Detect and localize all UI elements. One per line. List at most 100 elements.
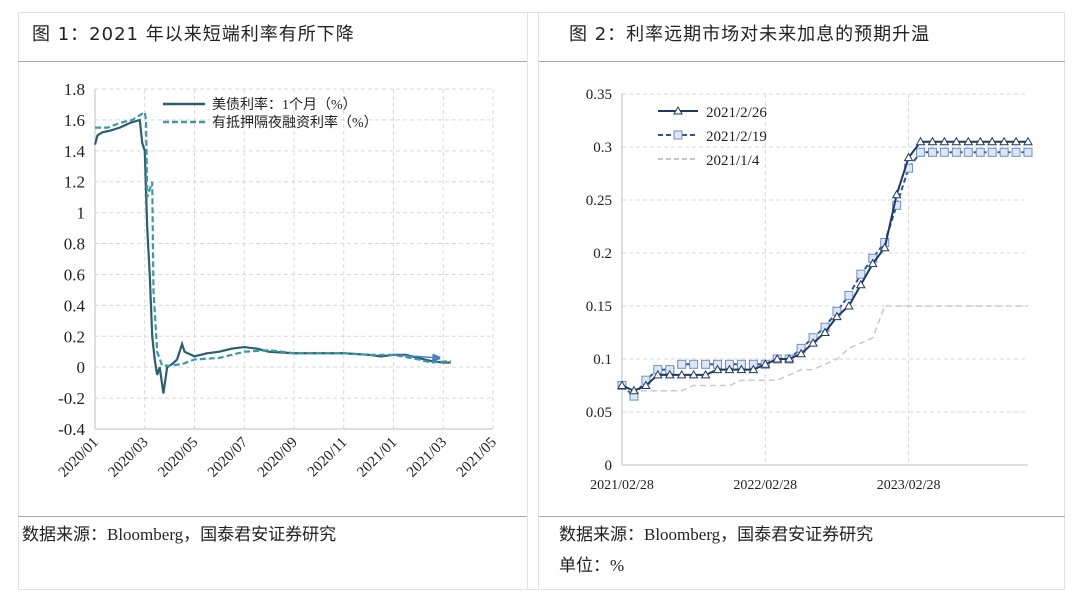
legend-marker: [673, 105, 683, 115]
legend-label: 2021/2/19: [706, 129, 767, 145]
data-point-marker: [844, 290, 854, 300]
data-point-marker: [927, 136, 938, 146]
data-point-marker: [916, 147, 926, 157]
figure-2-title: 图 2：利率远期市场对未来加息的预期升温: [539, 12, 1065, 62]
data-point-marker: [784, 353, 795, 363]
y-tick-label: 1.8: [64, 80, 85, 99]
data-point-marker: [688, 369, 699, 379]
y-tick-label: 0.1: [593, 352, 612, 368]
data-point-marker: [748, 364, 759, 374]
data-point-marker: [844, 300, 854, 310]
data-point-marker: [772, 353, 783, 363]
y-tick-label: 0.15: [586, 299, 612, 315]
legend-label: 2021/1/4: [706, 153, 760, 169]
y-tick-label: -0.2: [58, 389, 85, 408]
x-tick-label: 2021/05: [454, 435, 500, 481]
figure-1-source: 数据来源：Bloomberg，国泰君安证券研究: [22, 525, 337, 544]
figure-1-footer: 数据来源：Bloomberg，国泰君安证券研究: [18, 516, 527, 550]
figure-2-unit: 单位：%: [559, 556, 625, 575]
x-tick-label: 2020/03: [105, 435, 151, 481]
data-point-marker: [951, 147, 961, 157]
data-point-marker: [999, 136, 1009, 146]
legend-label: 2021/2/26: [706, 105, 767, 121]
y-tick-label: 0.2: [593, 246, 612, 262]
y-tick-label: 0: [605, 458, 613, 474]
y-tick-label: 0.35: [586, 87, 612, 103]
data-point-marker: [652, 369, 663, 379]
data-point-marker: [879, 242, 890, 252]
y-tick-label: 1: [77, 204, 86, 223]
legend-label: 有抵押隔夜融资利率（%）: [212, 114, 378, 131]
data-point-marker: [855, 279, 866, 289]
data-point-marker: [891, 189, 902, 199]
data-point-marker: [629, 385, 639, 395]
data-point-marker: [903, 152, 914, 162]
data-point-marker: [1023, 136, 1033, 146]
data-point-marker: [1023, 147, 1033, 157]
x-tick-label: 2023/02/28: [877, 478, 941, 493]
y-tick-label: 1.4: [64, 142, 86, 161]
data-point-marker: [736, 364, 747, 374]
data-point-marker: [987, 147, 997, 157]
data-point-marker: [677, 359, 687, 369]
y-tick-label: 0.25: [586, 193, 612, 209]
data-point-marker: [963, 147, 973, 157]
data-point-marker: [856, 269, 866, 279]
legend-label: 美债利率：1个月（%）: [212, 96, 357, 113]
data-point-marker: [712, 364, 723, 374]
y-tick-label: 1.6: [64, 111, 85, 130]
data-point-marker: [951, 136, 962, 146]
figure-frame: [18, 12, 1065, 590]
data-point-marker: [975, 136, 986, 146]
data-point-marker: [820, 327, 830, 336]
data-point-marker: [963, 136, 974, 146]
series-line-2: [621, 151, 1028, 398]
y-tick-label: 0.4: [64, 296, 86, 315]
x-tick-label: 2022/02/28: [733, 478, 797, 493]
data-point-marker: [796, 348, 806, 358]
data-point-marker: [999, 147, 1009, 157]
figure-2-footer: 数据来源：Bloomberg，国泰君安证券研究 单位：%: [539, 516, 1065, 581]
x-tick-label: 2020/11: [305, 435, 351, 481]
trend-arrow: [393, 355, 439, 358]
y-tick-label: 0.3: [593, 140, 612, 156]
series-line-3: [621, 305, 1028, 392]
data-point-marker: [832, 311, 842, 321]
data-point-marker: [939, 136, 950, 146]
figure-2-panel: 图 2：利率远期市场对未来加息的预期升温 数据来源：Bloomberg，国泰君安…: [538, 12, 1065, 590]
x-tick-label: 2020/07: [205, 434, 251, 480]
y-tick-label: 0: [77, 358, 86, 377]
data-point-marker: [700, 369, 711, 379]
y-tick-label: -0.4: [58, 420, 85, 439]
figure-1-title: 图 1：2021 年以来短端利率有所下降: [18, 12, 527, 62]
data-point-marker: [808, 338, 818, 347]
figure-1-panel: 图 1：2021 年以来短端利率有所下降 数据来源：Bloomberg，国泰君安…: [18, 12, 528, 590]
data-point-marker: [1011, 136, 1021, 146]
x-tick-label: 2020/01: [56, 435, 102, 481]
data-point-marker: [892, 200, 902, 210]
data-point-marker: [664, 369, 675, 379]
data-point-marker: [915, 136, 926, 146]
data-point-marker: [927, 147, 937, 157]
y-tick-label: 0.05: [586, 405, 612, 421]
data-point-marker: [617, 380, 627, 389]
x-tick-label: 2020/05: [155, 435, 201, 481]
data-point-marker: [724, 364, 735, 374]
data-point-marker: [676, 369, 687, 379]
figure-2-source: 数据来源：Bloomberg，国泰君安证券研究: [559, 525, 874, 544]
data-point-marker: [987, 136, 998, 146]
x-tick-label: 2021/03: [404, 435, 450, 481]
data-point-marker: [760, 359, 771, 368]
data-point-marker: [939, 147, 949, 157]
y-tick-label: 0.6: [64, 265, 85, 284]
y-tick-label: 0.8: [64, 235, 85, 254]
series-line-1: [93, 118, 451, 394]
x-tick-label: 2020/09: [255, 435, 301, 481]
data-point-marker: [1011, 147, 1021, 157]
data-point-marker: [701, 359, 711, 369]
y-tick-label: 0.2: [64, 327, 85, 346]
y-tick-label: 1.2: [64, 173, 85, 192]
x-tick-label: 2021/02/28: [590, 478, 654, 493]
data-point-marker: [689, 359, 699, 369]
